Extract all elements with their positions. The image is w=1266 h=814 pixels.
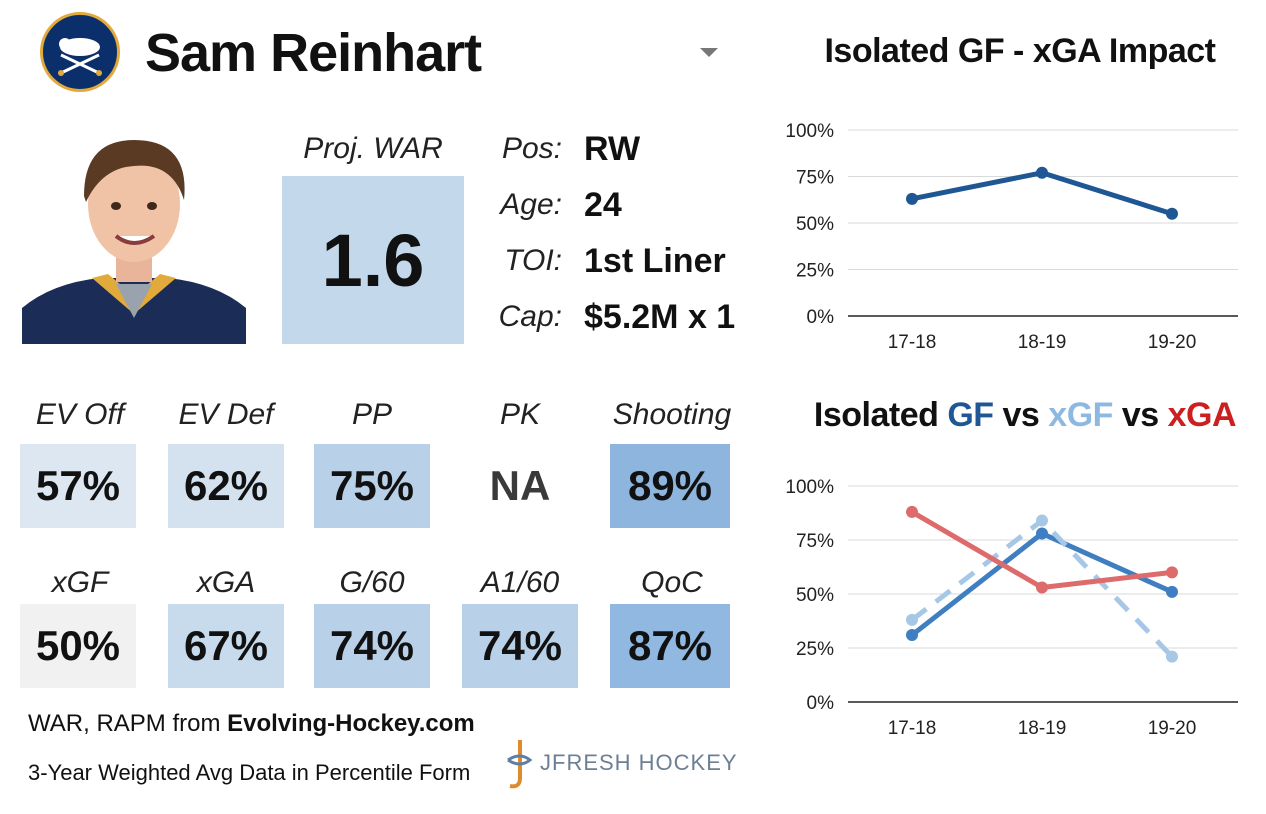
x-tick-label: 19-20: [1148, 332, 1197, 353]
metric-value-g60: 74%: [314, 604, 430, 688]
data-note: 3-Year Weighted Avg Data in Percentile F…: [28, 760, 471, 785]
metric-label-g60: G/60: [339, 566, 405, 599]
bio-cap-label: Cap:: [498, 300, 562, 333]
x-tick-label: 18-19: [1018, 332, 1067, 353]
chart2-title-part: xGA: [1167, 396, 1237, 434]
metric-value-xga: 67%: [168, 604, 284, 688]
chart2-title-part: xGF: [1048, 396, 1113, 434]
metric-label-pp: PP: [351, 398, 393, 431]
data-point: [1036, 527, 1048, 540]
player-dropdown-chevron-icon[interactable]: [700, 48, 718, 57]
chart2-title-part: vs: [1112, 396, 1168, 434]
bio-age-value: 24: [584, 186, 622, 224]
data-point: [1166, 207, 1178, 220]
chart1-title: Isolated GF - xGA Impact: [824, 32, 1216, 70]
bio-toi-value: 1st Liner: [584, 242, 726, 280]
y-tick-label: 75%: [796, 531, 834, 552]
y-tick-label: 25%: [796, 639, 834, 660]
data-point: [906, 613, 918, 626]
chart2-title: Isolated GF vs xGF vs xGA: [790, 396, 1260, 435]
data-point: [906, 192, 918, 205]
metric-label-qoc: QoC: [641, 566, 703, 599]
data-point: [1036, 514, 1048, 527]
war-label: Proj. WAR: [303, 132, 443, 165]
data-point: [1166, 650, 1178, 663]
metric-label-xgf: xGF: [51, 566, 109, 599]
war-value: 1.6: [282, 176, 464, 344]
y-tick-label: 25%: [796, 261, 834, 282]
y-tick-label: 75%: [796, 168, 834, 189]
buffalo-sabres-icon: [58, 38, 102, 76]
x-tick-label: 19-20: [1148, 718, 1197, 739]
x-tick-label: 18-19: [1018, 718, 1067, 739]
metric-label-shooting: Shooting: [612, 398, 732, 431]
bio-pos-value: RW: [584, 130, 641, 168]
y-tick-label: 0%: [807, 307, 835, 328]
data-point: [1036, 581, 1048, 594]
bio-age-label: Age:: [500, 188, 562, 221]
metric-value-shooting: 89%: [610, 444, 730, 528]
metric-value-a160: 74%: [462, 604, 578, 688]
data-point: [1166, 566, 1178, 579]
chart2-plot: 100% 75% 50% 25% 0% 17-18 18-19 19-20: [785, 477, 1238, 739]
jfresh-logo-icon: [507, 740, 533, 789]
chart1-plot: 100% 75% 50% 25% 0% 17-18 18-19 19-20: [785, 121, 1238, 353]
x-tick-label: 17-18: [888, 332, 937, 353]
team-logo: [40, 12, 120, 92]
brand-wordmark: JFRESH HOCKEY: [540, 750, 738, 775]
y-tick-label: 50%: [796, 585, 834, 606]
player-name: Sam Reinhart: [145, 23, 482, 83]
metric-label-ev-off: EV Off: [35, 398, 125, 431]
y-tick-label: 0%: [807, 693, 835, 714]
metric-value-pk: NA: [462, 444, 578, 528]
metric-label-xga: xGA: [196, 566, 256, 599]
metric-value-xgf: 50%: [20, 604, 136, 688]
chart2-title-part: vs: [993, 396, 1049, 434]
series-line-gf-xga: [911, 170, 1173, 217]
chart2-title-part: GF: [947, 396, 994, 434]
metric-value-ev-def: 62%: [168, 444, 284, 528]
source-prefix: WAR, RAPM from: [28, 710, 228, 737]
player-photo: [22, 118, 246, 344]
metric-value-pp: 75%: [314, 444, 430, 528]
jfresh-logo: [504, 738, 534, 790]
metric-value-ev-off: 57%: [20, 444, 136, 528]
data-point: [1166, 585, 1178, 598]
metric-value-qoc: 87%: [610, 604, 730, 688]
bio-toi-label: TOI:: [504, 244, 562, 277]
player-headshot-icon: [22, 140, 246, 344]
data-point: [906, 629, 918, 642]
chart2-title-part: Isolated: [813, 396, 948, 434]
source-link[interactable]: Evolving-Hockey.com: [227, 710, 475, 737]
y-tick-label: 100%: [785, 121, 834, 142]
metric-label-a160: A1/60: [480, 566, 560, 599]
x-tick-label: 17-18: [888, 718, 937, 739]
y-tick-label: 50%: [796, 214, 834, 235]
bio-cap-value: $5.2M x 1: [584, 298, 736, 336]
metric-label-pk: PK: [499, 398, 541, 431]
bio-pos-label: Pos:: [501, 132, 562, 165]
metric-label-ev-def: EV Def: [178, 398, 274, 431]
data-point: [906, 505, 918, 518]
source-credit: WAR, RAPM from Evolving-Hockey.com: [28, 710, 475, 738]
data-point: [1036, 166, 1048, 179]
y-tick-label: 100%: [785, 477, 834, 498]
